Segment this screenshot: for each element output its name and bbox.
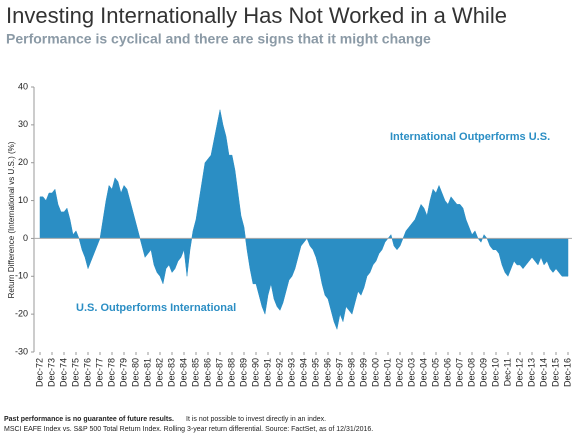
x-tick-label: Dec-75 <box>70 358 80 387</box>
x-tick-label: Dec-73 <box>46 358 56 387</box>
x-tick-label: Dec-84 <box>178 358 188 387</box>
x-tick-label: Dec-81 <box>142 358 152 387</box>
x-tick-label: Dec-87 <box>214 358 224 387</box>
y-axis-label: Return Difference (International vs U.S.… <box>7 141 16 298</box>
annotation: U.S. Outperforms International <box>76 302 236 314</box>
area <box>39 109 569 331</box>
x-tick-label: Dec-91 <box>262 358 272 387</box>
x-tick-label: Dec-99 <box>358 358 368 387</box>
x-tick-label: Dec-97 <box>334 358 344 387</box>
y-tick-label: 40 <box>18 81 28 91</box>
y-tick-label: 20 <box>18 157 28 167</box>
x-tick-label: Dec-88 <box>226 358 236 387</box>
x-tick-label: Dec-98 <box>346 358 356 387</box>
x-tick-label: Dec-72 <box>34 358 44 387</box>
x-tick-label: Dec-89 <box>238 358 248 387</box>
x-tick-label: Dec-13 <box>526 358 536 387</box>
x-tick-label: Dec-78 <box>106 358 116 387</box>
x-tick-label: Dec-14 <box>538 358 548 387</box>
x-tick-label: Dec-10 <box>490 358 500 387</box>
x-tick-label: Dec-94 <box>298 358 308 387</box>
footnote: It is not possible to invest directly in… <box>186 416 326 423</box>
x-tick-label: Dec-85 <box>190 358 200 387</box>
x-tick-label: Dec-96 <box>322 358 332 387</box>
y-tick-label: -20 <box>15 309 28 319</box>
y-tick-label: -30 <box>15 346 28 356</box>
x-tick-label: Dec-86 <box>202 358 212 387</box>
x-tick-label: Dec-90 <box>250 358 260 387</box>
x-tick-label: Dec-15 <box>550 358 560 387</box>
x-tick-label: Dec-09 <box>478 358 488 387</box>
x-tick-label: Dec-06 <box>442 358 452 387</box>
x-tick-label: Dec-02 <box>394 358 404 387</box>
footnote: MSCI EAFE Index vs. S&P 500 Total Return… <box>4 426 373 433</box>
x-tick-label: Dec-92 <box>274 358 284 387</box>
x-tick-label: Dec-95 <box>310 358 320 387</box>
y-tick-label: -10 <box>15 271 28 281</box>
y-tick-label: 0 <box>23 233 28 243</box>
x-tick-label: Dec-83 <box>166 358 176 387</box>
x-tick-label: Dec-01 <box>382 358 392 387</box>
x-tick-label: Dec-16 <box>562 358 572 387</box>
x-tick-label: Dec-08 <box>466 358 476 387</box>
footnote: Past performance is no guarantee of futu… <box>4 416 174 423</box>
x-tick-label: Dec-03 <box>406 358 416 387</box>
x-tick-label: Dec-04 <box>418 358 428 387</box>
chart-title: Investing Internationally Has Not Worked… <box>6 3 507 28</box>
x-tick-label: Dec-82 <box>154 358 164 387</box>
x-tick-label: Dec-07 <box>454 358 464 387</box>
x-tick-label: Dec-79 <box>118 358 128 387</box>
y-tick-label: 30 <box>18 119 28 129</box>
x-tick-label: Dec-80 <box>130 358 140 387</box>
x-tick-label: Dec-12 <box>514 358 524 387</box>
chart-subtitle: Performance is cyclical and there are si… <box>6 31 431 47</box>
x-tick-label: Dec-93 <box>286 358 296 387</box>
x-tick-label: Dec-00 <box>370 358 380 387</box>
x-tick-label: Dec-74 <box>58 358 68 387</box>
x-tick-label: Dec-77 <box>94 358 104 387</box>
annotation: International Outperforms U.S. <box>390 131 550 143</box>
x-tick-label: Dec-11 <box>502 358 512 386</box>
x-tick-label: Dec-05 <box>430 358 440 387</box>
x-tick-label: Dec-76 <box>82 358 92 387</box>
y-tick-label: 10 <box>18 195 28 205</box>
